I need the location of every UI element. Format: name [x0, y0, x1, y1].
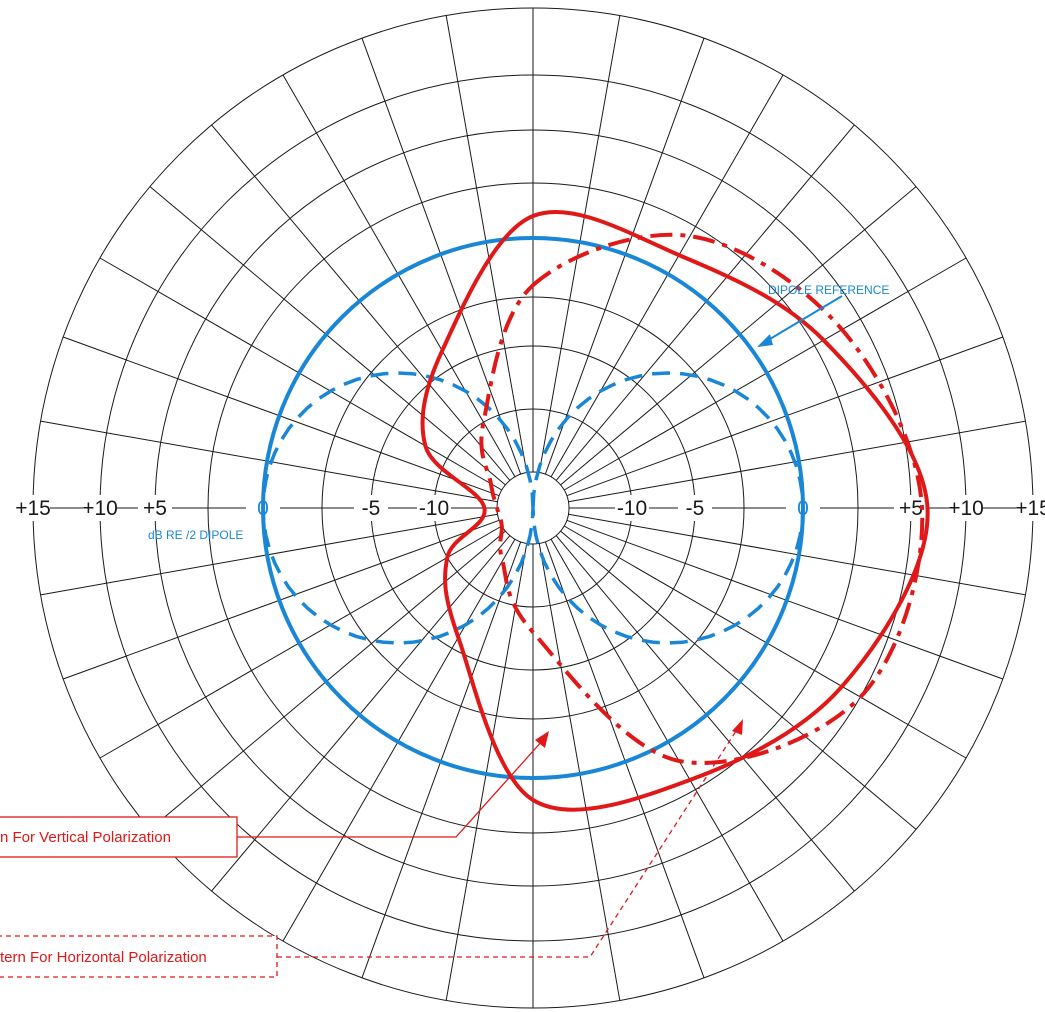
grid-spoke-330: [282, 74, 516, 478]
radial-scale-labels: +15 +15+10 +10+5 +50 0-5 -5-10 -10: [15, 495, 1045, 521]
vertical-callout-leader: [237, 739, 544, 838]
series-dipole-figure-eight: [261, 371, 805, 645]
grid-spoke-170: [538, 543, 621, 1001]
grid-spoke-10: [538, 15, 621, 473]
grid-spoke-100: [568, 513, 1026, 596]
scale-label-right-5: -10: [617, 497, 647, 520]
dipole-reference-label: DIPOLE REFERENCE: [768, 283, 889, 297]
grid-spoke-290: [62, 336, 500, 497]
vertical-callout-arrowhead: [535, 731, 549, 748]
scale-label-bg-left-5: [417, 495, 451, 521]
dipole-reference-arrow: [764, 295, 843, 343]
grid-spoke-220: [211, 535, 511, 892]
scale-label-left-0: +15: [15, 497, 51, 520]
grid-spoke-50: [560, 186, 917, 486]
scale-label-bg-right-0: [1016, 495, 1045, 521]
horizontal-callout-leader: [277, 727, 739, 958]
vertical-callout-text: n For Vertical Polarization: [0, 829, 171, 846]
horizontal-callout-box: [0, 935, 278, 978]
grid-spoke-210: [282, 538, 516, 942]
series-horizontal-polarization: [479, 232, 925, 765]
units-label: dB RE /2 DIPOLE: [148, 528, 243, 542]
scale-label-left-5: -10: [419, 497, 449, 520]
grid-spoke-160: [544, 541, 705, 979]
scale-label-left-1: +10: [82, 497, 118, 520]
grid-spoke-190: [445, 543, 528, 1001]
grid-spoke-300: [99, 257, 503, 491]
grid-spoke-350: [445, 15, 528, 473]
grid-spoke-250: [62, 519, 500, 680]
scale-label-right-0: +15: [1015, 497, 1045, 520]
series-vertical-polarization: [420, 209, 930, 812]
grid-spoke-120: [563, 525, 967, 759]
dipole-reference-arrowhead: [757, 334, 773, 347]
horizontal-callout-text: tern For Horizontal Polarization: [0, 949, 207, 966]
scale-label-right-2: +5: [899, 497, 923, 520]
grid-spoke-110: [566, 519, 1004, 680]
scale-label-left-2: +5: [143, 497, 167, 520]
scale-label-bg-right-5: [615, 495, 649, 521]
grid-spoke-260: [40, 513, 498, 596]
grid-spoke-130: [560, 530, 917, 830]
scale-label-bg-left-2: [138, 495, 172, 521]
grid-spoke-20: [544, 37, 705, 475]
scale-label-bg-left-1: [83, 495, 117, 521]
grid-spoke-310: [149, 186, 506, 486]
grid-spoke-140: [555, 535, 855, 892]
scale-label-bg-left-4: [354, 495, 388, 521]
grid-spoke-80: [568, 420, 1026, 503]
grid-spoke-340: [361, 37, 522, 475]
grid-spoke-240: [99, 525, 503, 759]
scale-label-bg-right-4: [678, 495, 712, 521]
grid-spoke-320: [211, 124, 511, 481]
grid-spoke-60: [563, 257, 967, 491]
pattern-series: [261, 209, 930, 812]
grid-spoke-30: [550, 74, 784, 478]
scale-label-right-4: -5: [686, 497, 705, 520]
grid-spoke-40: [555, 124, 855, 481]
scale-label-right-1: +10: [948, 497, 984, 520]
grid-spoke-280: [40, 420, 498, 503]
grid-spoke-70: [566, 336, 1004, 497]
grid-spoke-200: [361, 541, 522, 979]
scale-label-left-4: -5: [362, 497, 381, 520]
scale-label-bg-left-0: [16, 495, 50, 521]
grid-spoke-150: [550, 538, 784, 942]
vertical-callout-box: [0, 816, 238, 858]
scale-label-bg-right-1: [949, 495, 983, 521]
horizontal-callout-arrowhead: [732, 719, 743, 735]
